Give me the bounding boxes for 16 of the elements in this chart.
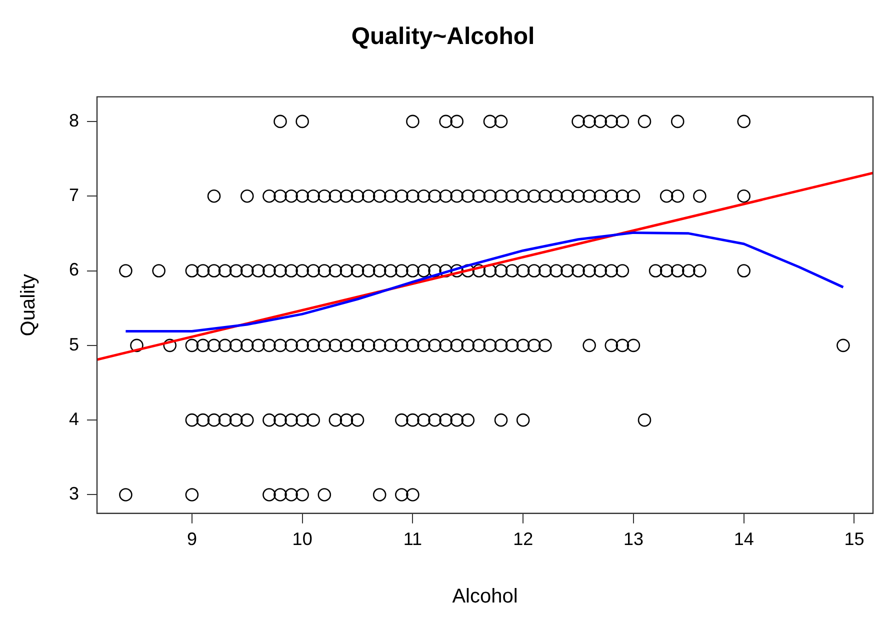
x-tick-label: 11 [403, 529, 422, 550]
x-tick-label: 12 [513, 529, 534, 550]
x-tick-label: 15 [844, 529, 864, 550]
y-tick-label: 6 [68, 260, 80, 280]
x-tick-label: 10 [292, 529, 312, 550]
x-axis-title: Alcohol [452, 586, 518, 608]
y-axis-title: Quality [18, 274, 40, 336]
y-tick-label: 7 [68, 185, 80, 206]
chart-title: Quality~Alcohol [351, 23, 535, 50]
y-tick-label: 5 [68, 334, 80, 354]
x-tick-label: 14 [734, 529, 754, 550]
y-tick-label: 8 [68, 110, 80, 130]
x-tick-label: 13 [623, 529, 644, 550]
x-tick-label: 9 [186, 529, 197, 550]
y-tick-label: 4 [68, 409, 80, 430]
y-tick-label: 3 [68, 484, 80, 504]
